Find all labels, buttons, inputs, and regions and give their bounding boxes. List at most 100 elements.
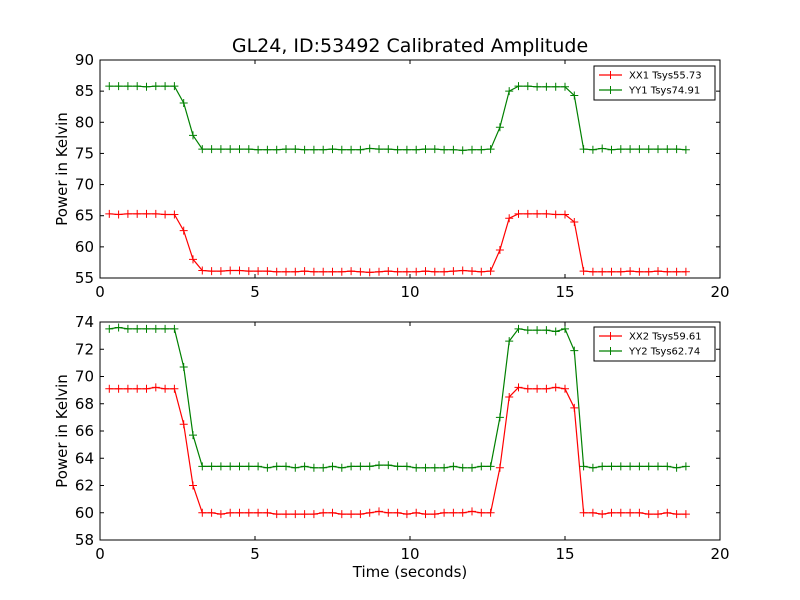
x-tick-label: 20 (710, 283, 729, 301)
data-point (235, 508, 244, 517)
data-point (263, 508, 272, 517)
data-point (514, 383, 523, 392)
data-point (644, 267, 653, 276)
data-point (412, 463, 421, 472)
data-point (179, 362, 188, 371)
data-point (114, 210, 123, 219)
data-point (644, 145, 653, 154)
data-point (561, 384, 569, 393)
data-point (477, 267, 486, 276)
chart-panel-2: 0 5 10 15 20 58 60 62 64 66 68 70 72 74 Time (seconds)… (53, 313, 730, 581)
data-point (635, 267, 644, 276)
series-line-1 (109, 386, 686, 515)
data-point (151, 209, 160, 218)
data-point (384, 267, 393, 276)
data-point (523, 384, 532, 393)
data-point (347, 510, 356, 519)
data-point (244, 267, 253, 276)
data-point (272, 510, 281, 519)
data-point (114, 323, 123, 332)
data-point (579, 145, 588, 154)
data-point (347, 462, 356, 471)
data-point (282, 145, 290, 154)
data-point (495, 463, 504, 472)
data-point (375, 267, 383, 276)
data-point (598, 144, 607, 153)
data-point (402, 462, 411, 471)
data-point (319, 145, 328, 154)
data-point (328, 145, 337, 154)
data-point (533, 326, 542, 335)
data-point (468, 463, 476, 472)
data-point (226, 266, 235, 275)
data-point (161, 210, 170, 219)
data-point (616, 462, 625, 471)
y-axis-title: Power in Kelvin (53, 112, 71, 226)
data-point (551, 210, 560, 219)
data-point (179, 420, 188, 429)
data-point (235, 462, 244, 471)
data-point (328, 462, 337, 471)
legend-marker (606, 71, 615, 79)
data-point (598, 462, 607, 471)
data-point (216, 267, 225, 276)
data-point (663, 145, 672, 154)
y-tick-label: 85 (75, 82, 94, 100)
data-point (207, 267, 216, 276)
data-point (477, 145, 486, 154)
x-tick-label: 5 (250, 283, 260, 301)
data-point (458, 508, 467, 517)
data-point (421, 145, 430, 154)
data-point (514, 209, 523, 218)
data-point (449, 508, 458, 517)
data-point (254, 508, 263, 517)
data-point (114, 384, 123, 393)
data-point (654, 267, 662, 276)
data-point (393, 508, 402, 517)
legend: XX2 Tsys59.61 YY2 Tsys62.74 (593, 326, 716, 362)
y-tick-label: 90 (75, 51, 94, 69)
data-point (551, 383, 560, 392)
legend-label: XX2 Tsys59.61 (629, 332, 702, 343)
data-point (254, 145, 263, 154)
data-point (393, 267, 402, 276)
y-tick-label: 70 (75, 176, 94, 194)
data-point (588, 508, 597, 517)
data-point (561, 324, 569, 333)
data-point (235, 266, 244, 275)
data-point (263, 145, 272, 154)
data-point (421, 267, 430, 276)
data-point (654, 145, 662, 154)
data-point (179, 226, 188, 235)
data-point (412, 508, 421, 517)
data-point (375, 507, 383, 516)
data-point (170, 324, 179, 333)
data-point (123, 82, 132, 91)
data-point (291, 267, 300, 276)
data-point (449, 267, 458, 276)
data-point (654, 510, 662, 519)
data-point (440, 463, 449, 472)
y-tick-label: 58 (75, 531, 94, 549)
data-point (681, 462, 690, 471)
data-point (384, 508, 393, 517)
data-point (440, 267, 449, 276)
y-tick-label: 80 (75, 113, 94, 131)
data-point (468, 267, 476, 276)
data-point (384, 145, 393, 154)
data-point (598, 267, 607, 276)
data-point (570, 217, 579, 226)
data-point (282, 510, 290, 519)
data-point (105, 209, 114, 218)
data-point (254, 267, 263, 276)
data-point (114, 82, 123, 91)
data-point (384, 461, 393, 470)
y-tick-label: 64 (75, 449, 94, 467)
data-point (207, 145, 216, 154)
data-point (635, 462, 644, 471)
y-tick-label: 74 (75, 313, 94, 331)
data-point (170, 210, 179, 219)
data-point (533, 209, 542, 218)
data-point (337, 267, 346, 276)
data-point (393, 145, 402, 154)
